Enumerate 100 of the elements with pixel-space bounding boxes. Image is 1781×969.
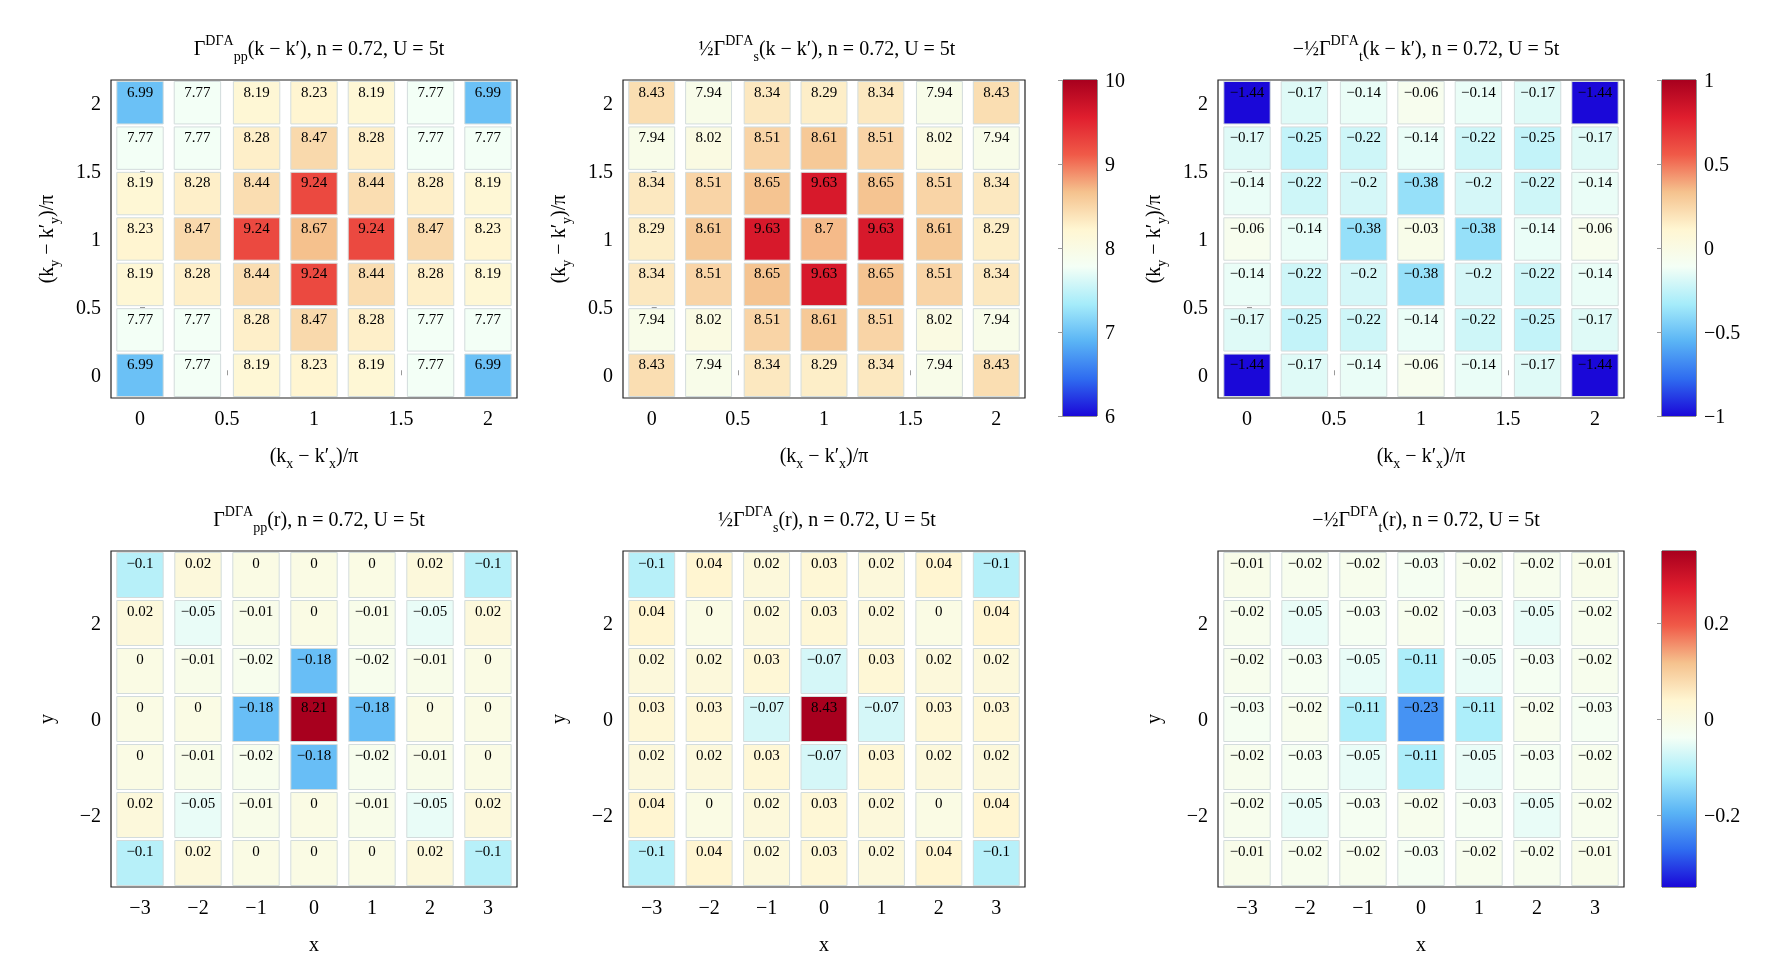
data-label: 8.43 <box>810 698 838 715</box>
data-label: −0.02 <box>1287 842 1323 859</box>
data-label: 0.02 <box>753 554 780 571</box>
data-label: −0.14 <box>1229 174 1265 191</box>
data-label: 8.65 <box>867 265 894 282</box>
data-label: −0.22 <box>1346 128 1381 145</box>
data-label: −0.1 <box>126 554 154 571</box>
x-tick-label: 1 <box>367 896 377 918</box>
data-label: 0.03 <box>810 602 838 619</box>
color-bar-label: 0.5 <box>1704 153 1729 175</box>
data-label: −0.17 <box>1577 310 1613 327</box>
data-label: −0.25 <box>1287 310 1322 327</box>
data-label: 8.34 <box>754 83 781 100</box>
data-label: 0 <box>368 842 376 859</box>
data-label: −0.01 <box>354 602 390 619</box>
data-label: 8.51 <box>695 174 722 191</box>
data-label: −0.38 <box>1346 219 1381 236</box>
data-label: 0 <box>310 842 318 859</box>
data-label: −0.06 <box>1403 83 1439 100</box>
data-label: −0.1 <box>982 842 1010 859</box>
data-label: 0 <box>136 650 144 667</box>
color-bar-label: 7 <box>1105 321 1115 343</box>
data-label: −0.17 <box>1229 310 1265 327</box>
x-tick-label: 2 <box>1532 896 1542 918</box>
data-label: 7.77 <box>417 83 445 100</box>
color-bar-label: 6 <box>1105 405 1115 427</box>
data-label: 8.67 <box>300 219 328 236</box>
data-label: 8.02 <box>926 310 953 327</box>
x-tick-label: 0 <box>135 407 146 429</box>
data-label: −0.01 <box>1229 554 1265 571</box>
y-tick-label: 0 <box>603 708 613 730</box>
data-label: 0.03 <box>810 794 838 811</box>
data-label: 0 <box>484 746 492 763</box>
data-label: −0.1 <box>474 842 502 859</box>
data-label: −0.22 <box>1346 310 1381 327</box>
y-tick-label: 2 <box>91 91 101 114</box>
data-label: 0.03 <box>810 842 838 859</box>
data-label: 0 <box>252 842 260 859</box>
x-tick-label: −1 <box>755 896 778 918</box>
y-tick-label: −2 <box>1186 804 1208 826</box>
data-label: 0.02 <box>638 650 665 667</box>
data-label: −0.05 <box>1287 602 1323 619</box>
data-label: 8.44 <box>243 174 271 191</box>
y-tick-label: 0.5 <box>1183 296 1208 319</box>
x-tick-label: 2 <box>933 896 944 918</box>
data-label: −0.18 <box>296 650 332 667</box>
data-label: −0.07 <box>749 698 785 715</box>
data-label: 8.29 <box>810 356 838 373</box>
data-label: 0.04 <box>638 794 666 811</box>
data-label: −0.02 <box>1403 794 1439 811</box>
data-label: −0.14 <box>1346 356 1382 373</box>
data-label: −0.02 <box>1229 602 1265 619</box>
data-label: −0.02 <box>1287 554 1323 571</box>
data-label: 0.02 <box>983 746 1010 763</box>
data-label: −0.02 <box>1229 794 1265 811</box>
data-label: −0.05 <box>412 794 448 811</box>
data-label: 8.61 <box>810 310 838 327</box>
data-label: −0.17 <box>1229 128 1265 145</box>
color-bar-label: 9 <box>1105 153 1115 175</box>
data-label: 8.51 <box>926 174 953 191</box>
data-label: 8.34 <box>983 265 1010 282</box>
color-bar-label: 1 <box>1704 69 1714 91</box>
y-tick-label: −2 <box>591 804 613 826</box>
data-label: 0.04 <box>983 602 1010 619</box>
data-label: 0.04 <box>696 554 723 571</box>
x-tick-label: 1.5 <box>1495 407 1521 429</box>
data-label: −0.05 <box>1461 746 1497 763</box>
x-tick-label: 2 <box>425 896 435 918</box>
data-label: 8.51 <box>867 128 894 145</box>
x-tick-label: 3 <box>991 896 1002 918</box>
data-label: −0.05 <box>1519 794 1555 811</box>
data-label: −0.05 <box>180 602 216 619</box>
data-label: 8.19 <box>243 83 270 100</box>
data-label: −0.02 <box>238 650 274 667</box>
data-label: 0 <box>935 794 943 811</box>
data-label: 8.43 <box>638 356 665 373</box>
y-tick-label: 2 <box>91 612 101 634</box>
data-label: 0 <box>310 794 318 811</box>
data-label: −0.07 <box>806 650 842 667</box>
data-label: −0.03 <box>1403 219 1439 236</box>
data-label: 0.02 <box>868 554 895 571</box>
data-label: 0.03 <box>868 650 895 667</box>
data-label: −0.2 <box>1464 174 1493 191</box>
x-tick-label: −2 <box>187 896 209 918</box>
y-tick-label: 1.5 <box>1183 159 1208 182</box>
data-label: −0.22 <box>1287 265 1322 282</box>
data-label: 0 <box>310 554 318 571</box>
data-label: −0.11 <box>1403 746 1439 763</box>
data-label: −1.44 <box>1229 356 1265 373</box>
data-label: 8.19 <box>358 356 385 373</box>
data-label: 8.51 <box>754 128 781 145</box>
y-tick-label: 2 <box>1198 91 1208 114</box>
data-label: −0.14 <box>1577 174 1613 191</box>
y-axis-title: y <box>35 714 58 724</box>
data-label: 8.19 <box>126 174 154 191</box>
data-label: −0.22 <box>1520 174 1555 191</box>
data-label: 8.28 <box>184 174 211 191</box>
y-tick-label: 1 <box>1198 228 1208 250</box>
data-label: 0 <box>136 698 144 715</box>
data-label: −0.02 <box>1287 698 1323 715</box>
